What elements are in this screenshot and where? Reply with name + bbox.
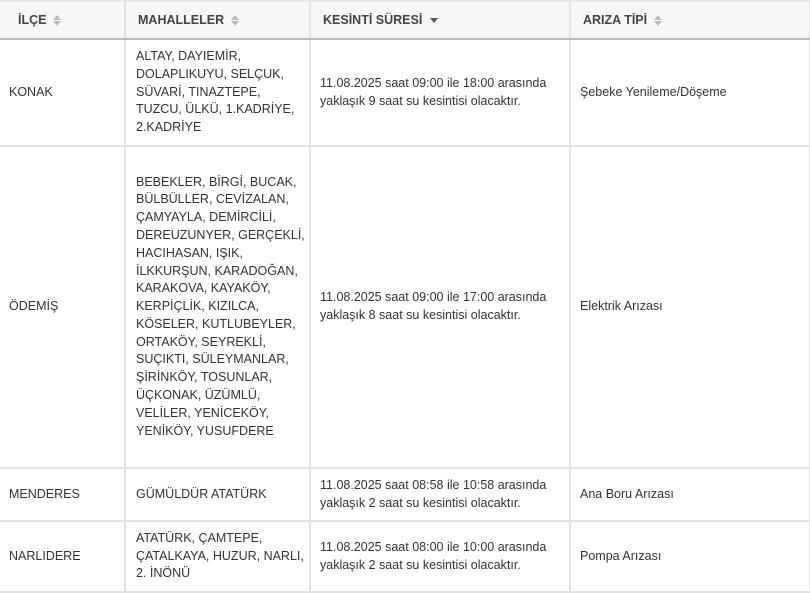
- cell-ariza-tipi: Şebeke Yenileme/Döşeme: [570, 39, 810, 147]
- cell-ariza-tipi: Pompa Arızası: [570, 521, 810, 593]
- cell-ilce: KONAK: [0, 39, 126, 147]
- cell-kesinti-suresi: 11.08.2025 saat 08:00 ile 10:00 arasında…: [310, 521, 571, 593]
- table-row: NARLIDERE ATATÜRK, ÇAMTEPE, ÇATALKAYA, H…: [0, 521, 810, 593]
- header-row: İLÇE MAHALLELER KESİNTİ SÜRESİ ARIZA TİP…: [0, 0, 810, 40]
- cell-ilce: ÖDEMİŞ: [0, 146, 126, 469]
- cell-kesinti-suresi: 11.08.2025 saat 09:00 ile 18:00 arasında…: [310, 39, 571, 147]
- sort-both-icon: [231, 15, 240, 27]
- header-mahalleler[interactable]: MAHALLELER: [125, 0, 311, 40]
- cell-mahalleler: ATATÜRK, ÇAMTEPE, ÇATALKAYA, HUZUR, NARL…: [125, 521, 311, 593]
- table-row: MENDERES GÜMÜLDÜR ATATÜRK 11.08.2025 saa…: [0, 468, 810, 522]
- table-row: KONAK ALTAY, DAYIEMİR, DOLAPLIKUYU, SELÇ…: [0, 39, 810, 147]
- cell-mahalleler: ALTAY, DAYIEMİR, DOLAPLIKUYU, SELÇUK, SÜ…: [125, 39, 311, 147]
- cell-kesinti-suresi: 11.08.2025 saat 09:00 ile 17:00 arasında…: [310, 146, 571, 469]
- cell-mahalleler: GÜMÜLDÜR ATATÜRK: [125, 468, 311, 522]
- sort-both-icon: [654, 15, 663, 27]
- header-ilce[interactable]: İLÇE: [0, 0, 126, 40]
- header-ariza-tipi[interactable]: ARIZA TİPİ: [570, 0, 810, 40]
- header-kesinti-suresi[interactable]: KESİNTİ SÜRESİ: [310, 0, 571, 40]
- cell-mahalleler: BEBEKLER, BİRGİ, BUCAK, BÜLBÜLLER, CEVİZ…: [125, 146, 311, 469]
- table-row: ÖDEMİŞ BEBEKLER, BİRGİ, BUCAK, BÜLBÜLLER…: [0, 146, 810, 469]
- sort-desc-icon: [430, 18, 439, 24]
- cell-ilce: MENDERES: [0, 468, 126, 522]
- cell-ariza-tipi: Elektrik Arızası: [570, 146, 810, 469]
- cell-ariza-tipi: Ana Boru Arızası: [570, 468, 810, 522]
- sort-both-icon: [53, 15, 62, 27]
- cell-kesinti-suresi: 11.08.2025 saat 08:58 ile 10:58 arasında…: [310, 468, 571, 522]
- cell-ilce: NARLIDERE: [0, 521, 126, 593]
